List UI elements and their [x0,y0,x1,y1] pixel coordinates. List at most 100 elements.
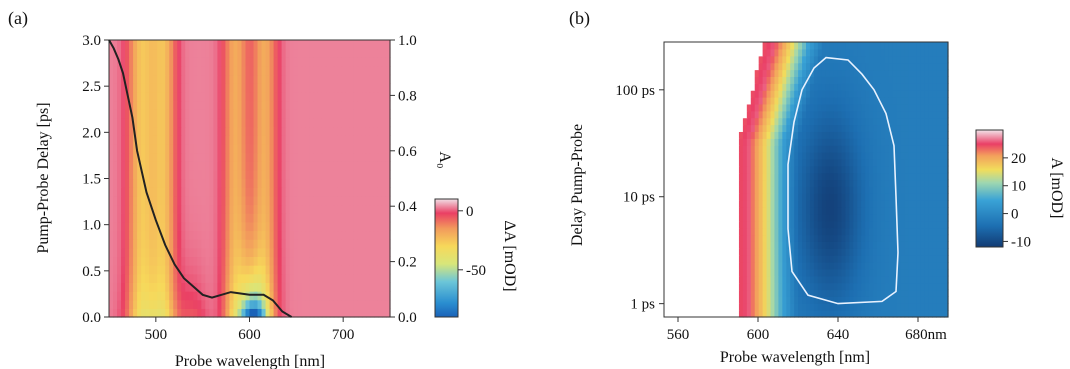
panel-a-y2-axis: 0.00.20.40.60.81.0 [390,33,417,326]
panel-a-heatmap-cell [245,282,251,292]
panel-a-heatmap-cell [345,195,351,206]
panel-a-heatmap-cell [125,83,130,93]
panel-b-heatmap-cell [900,268,906,277]
panel-b-heatmap-cell [723,207,728,215]
panel-b-heatmap-cell [806,213,811,222]
panel-b-heatmap-cell [821,62,827,71]
panel-a-heatmap-cell [381,74,387,84]
panel-a-heatmap-cell [205,247,210,258]
panel-b-heatmap-cell [746,110,752,119]
panel-b-heatmap-cell [884,62,890,71]
panel-b-heatmap-cell [679,110,685,119]
panel-b-heatmap-cell [703,303,708,311]
panel-a-heatmap-cell [273,65,279,76]
panel-a-heatmap-cell [321,282,327,292]
panel-b-heatmap-cell [849,310,854,318]
panel-a-heatmap-cell [249,161,255,171]
panel-b-heatmap-cell [916,282,921,291]
panel-b-heatmap-cell [790,241,795,249]
panel-a-heatmap-cell [197,83,202,93]
panel-b-heatmap-cell [880,186,886,194]
panel-b-heatmap-cell [679,76,685,84]
panel-b-heatmap-cell [904,241,910,249]
panel-a-heatmap-cell [125,256,130,266]
panel-b-heatmap-cell [900,110,906,119]
panel-b-heatmap-cell [916,83,921,91]
panel-a-heatmap-cell [349,74,355,84]
panel-a-heatmap-cell [369,57,375,67]
panel-a-heatmap-cell [381,299,387,309]
panel-b-heatmap-cell [900,275,906,284]
panel-a-heatmap-cell [337,195,343,206]
panel-b-heatmap-cell [790,207,795,215]
panel-b-heatmap-cell [841,83,847,91]
panel-b-heatmap-cell [888,193,894,201]
panel-b-heatmap-cell [845,282,850,291]
panel-a-heatmap-cell [141,109,146,119]
panel-a-heatmap-cell [277,48,283,58]
panel-a-heatmap-cell [221,126,227,136]
panel-b-heatmap-cell [742,76,748,84]
panel-a-heatmap-cell [333,135,339,145]
panel-a-heatmap-cell [285,265,291,275]
panel-a-heatmap-cell [109,126,114,136]
panel-a-heatmap-cell [301,74,307,84]
panel-a-heatmap-cell [129,282,134,292]
panel-b-heatmap-cell [877,213,882,222]
panel-b-heatmap-cell [679,227,685,236]
panel-b-heatmap-cell [731,145,736,153]
panel-a-heatmap-cell [117,291,122,301]
panel-a-heatmap-cell [205,213,210,223]
panel-b-heatmap-cell [770,172,776,181]
panel-a-heatmap-cell [205,91,210,102]
panel-a-heatmap-cell [185,213,190,223]
panel-a-heatmap-cell [345,221,351,232]
panel-a-heatmap-cell [333,152,339,162]
panel-b-heatmap-cell [888,296,894,304]
panel-a-heatmap-cell [237,291,243,301]
panel-b-heatmap-cell [738,275,744,284]
panel-b-heatmap-cell [833,227,839,236]
panel-b-heatmap-cell [742,303,748,311]
panel-b-heatmap-cell [873,262,878,270]
panel-a-heatmap-cell [145,265,150,275]
panel-b-heatmap-cell [731,165,736,174]
panel-b-heatmap-cell [924,282,929,291]
panel-b-heatmap-cell [758,241,764,249]
panel-b-heatmap-cell [833,90,839,98]
panel-a-heatmap-cell [157,57,162,67]
panel-b-heatmap-cell [841,213,847,222]
panel-b-heatmap-cell [877,296,882,304]
panel-b-heatmap-cell [853,117,858,126]
panel-b-heatmap-cell [865,179,870,187]
panel-b-heatmap-cell [735,227,740,236]
panel-a-heatmap-cell [329,152,335,162]
panel-b-heatmap-cell [790,200,795,208]
panel-a-heatmap-cell [305,195,311,206]
panel-a-heatmap-cell [385,143,391,154]
panel-a-heatmap-cell [305,265,311,275]
panel-b-heatmap-cell [754,220,760,229]
panel-b-heatmap-cell [786,131,791,139]
panel-a-heatmap-cell [329,247,335,258]
panel-a-heatmap-cell [325,273,331,283]
panel-b-heatmap-cell [664,158,669,167]
panel-b-heatmap-cell [664,131,669,139]
panel-b-heatmap-cell [687,103,693,112]
panel-a-heatmap-cell [201,143,206,154]
panel-b-heatmap-cell [944,117,949,126]
panel-b-heatmap-cell [821,255,827,263]
panel-b-heatmap-cell [908,289,914,297]
panel-b-heatmap-cell [900,76,906,84]
panel-b-heatmap-cell [687,200,693,208]
panel-b-heatmap-cell [794,138,799,146]
panel-a-heatmap-cell [149,282,154,292]
panel-b-heatmap-cell [750,213,756,222]
panel-b-heatmap-cell [869,158,874,167]
panel-a-heatmap-cell [385,65,391,76]
panel-b-heatmap-cell [798,282,803,291]
panel-b-heatmap-cell [928,76,933,84]
panel-a-heatmap-cell [369,299,375,309]
panel-b-heatmap-cell [825,145,831,153]
panel-b-heatmap-cell [731,268,736,277]
